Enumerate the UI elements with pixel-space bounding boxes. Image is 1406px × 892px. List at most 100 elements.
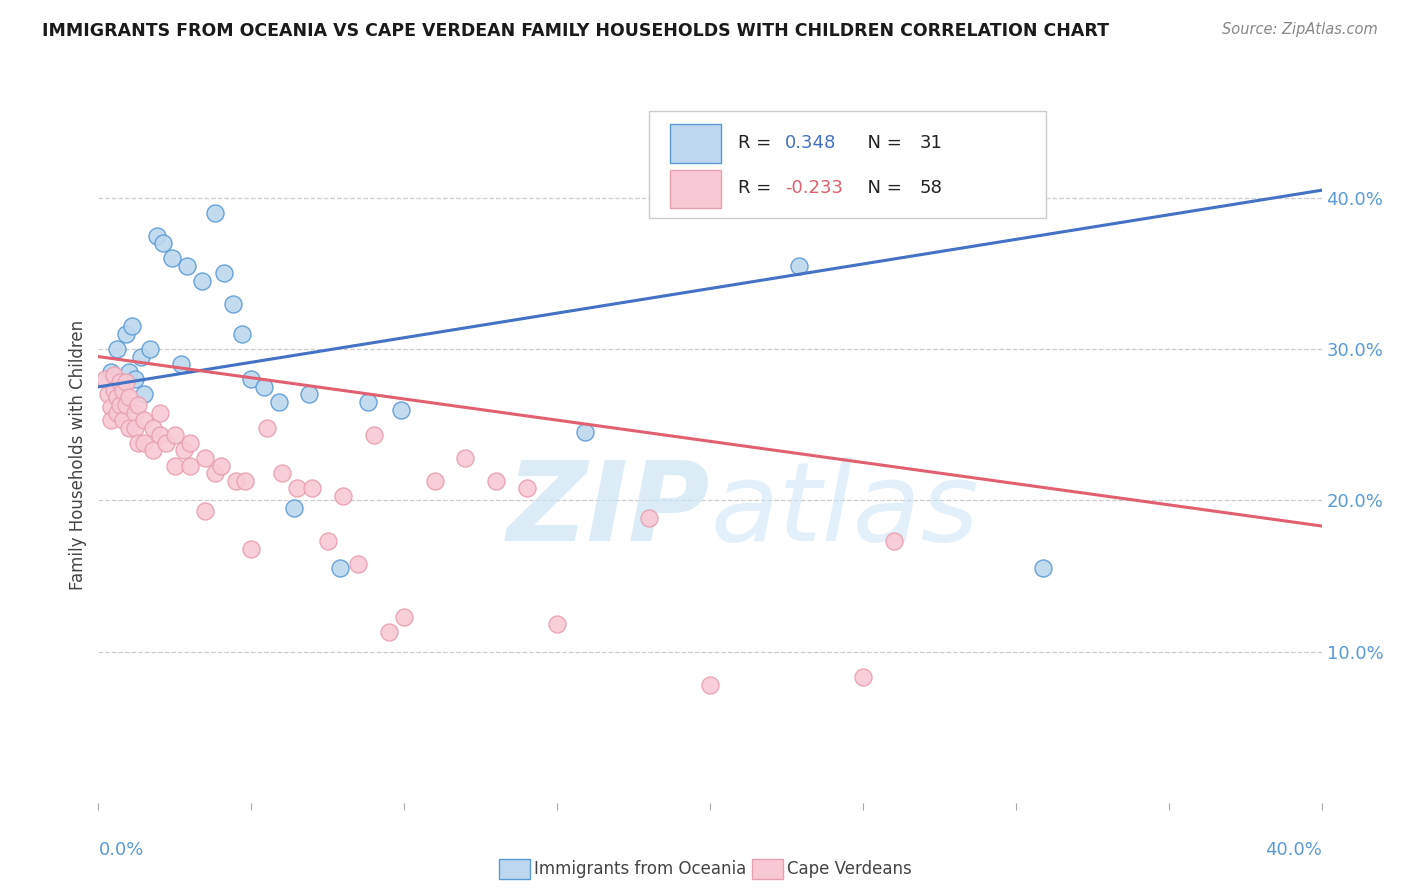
Point xyxy=(142,443,165,458)
Point xyxy=(111,384,134,399)
Point xyxy=(134,413,156,427)
Point xyxy=(194,450,217,465)
Point xyxy=(121,319,143,334)
Point xyxy=(108,398,131,412)
Point xyxy=(115,398,138,412)
Point xyxy=(574,425,596,440)
Point xyxy=(222,296,245,310)
Point xyxy=(179,458,201,473)
Point xyxy=(105,342,128,356)
Point xyxy=(332,489,354,503)
Point xyxy=(240,372,263,386)
Text: -0.233: -0.233 xyxy=(785,179,842,197)
Point xyxy=(298,387,321,401)
Point xyxy=(103,368,125,382)
Point xyxy=(179,435,201,450)
Point xyxy=(883,534,905,549)
Text: Immigrants from Oceania: Immigrants from Oceania xyxy=(534,860,747,878)
Text: 40.0%: 40.0% xyxy=(1265,841,1322,859)
Point xyxy=(124,406,146,420)
Point xyxy=(270,466,292,480)
Point xyxy=(163,428,186,442)
Point xyxy=(142,420,165,434)
Point xyxy=(170,357,193,371)
Text: 31: 31 xyxy=(920,134,942,153)
Point xyxy=(389,402,412,417)
Point xyxy=(637,511,661,525)
Point xyxy=(108,376,131,390)
Y-axis label: Family Households with Children: Family Households with Children xyxy=(69,320,87,590)
Point xyxy=(105,406,128,420)
Point xyxy=(852,670,875,684)
Point xyxy=(134,387,156,401)
Point xyxy=(392,609,416,624)
Text: R =: R = xyxy=(738,179,778,197)
Text: 0.0%: 0.0% xyxy=(98,841,143,859)
Text: Source: ZipAtlas.com: Source: ZipAtlas.com xyxy=(1222,22,1378,37)
Point xyxy=(1032,561,1054,575)
Point xyxy=(149,406,172,420)
Point xyxy=(256,420,278,434)
Text: Cape Verdeans: Cape Verdeans xyxy=(787,860,912,878)
Point xyxy=(283,500,305,515)
Point xyxy=(285,481,308,495)
Point xyxy=(108,395,131,409)
Point xyxy=(252,380,274,394)
Point xyxy=(176,259,198,273)
Point xyxy=(134,435,156,450)
Point xyxy=(100,413,122,427)
Text: atlas: atlas xyxy=(710,457,979,564)
Point xyxy=(149,428,172,442)
Point xyxy=(485,474,508,488)
Text: 58: 58 xyxy=(920,179,942,197)
Bar xyxy=(669,124,721,162)
Bar xyxy=(669,169,721,208)
Text: IMMIGRANTS FROM OCEANIA VS CAPE VERDEAN FAMILY HOUSEHOLDS WITH CHILDREN CORRELAT: IMMIGRANTS FROM OCEANIA VS CAPE VERDEAN … xyxy=(42,22,1109,40)
Point xyxy=(356,395,378,409)
Point xyxy=(152,236,174,251)
Point xyxy=(127,398,149,412)
Point xyxy=(139,342,162,356)
Text: 0.348: 0.348 xyxy=(785,134,837,153)
Point xyxy=(204,466,226,480)
Point xyxy=(194,504,217,518)
Point xyxy=(316,534,339,549)
Point xyxy=(105,391,128,405)
Point xyxy=(103,383,125,397)
Point xyxy=(231,326,253,341)
Point xyxy=(160,252,183,266)
Text: ZIP: ZIP xyxy=(506,457,710,564)
Point xyxy=(699,678,721,692)
Point xyxy=(191,274,214,288)
Text: R =: R = xyxy=(738,134,778,153)
Point xyxy=(378,624,401,639)
Point xyxy=(329,561,352,575)
Point xyxy=(145,228,167,243)
Point xyxy=(100,365,122,379)
Text: N =: N = xyxy=(856,179,907,197)
Point xyxy=(118,391,141,405)
Point xyxy=(97,387,120,401)
Point xyxy=(115,326,138,341)
Point xyxy=(124,372,146,386)
Point xyxy=(129,350,152,364)
Point xyxy=(233,474,256,488)
Point xyxy=(546,617,568,632)
Point xyxy=(787,259,810,273)
Point xyxy=(124,420,146,434)
Point xyxy=(347,557,370,571)
Point xyxy=(423,474,446,488)
Point xyxy=(127,435,149,450)
Point xyxy=(155,435,177,450)
Point xyxy=(454,450,477,465)
Point xyxy=(115,376,138,390)
Point xyxy=(516,481,538,495)
Point xyxy=(363,428,385,442)
FancyBboxPatch shape xyxy=(650,111,1046,219)
Point xyxy=(225,474,247,488)
Point xyxy=(204,206,226,220)
Point xyxy=(240,541,263,556)
Point xyxy=(212,267,235,281)
Text: N =: N = xyxy=(856,134,907,153)
Point xyxy=(163,458,186,473)
